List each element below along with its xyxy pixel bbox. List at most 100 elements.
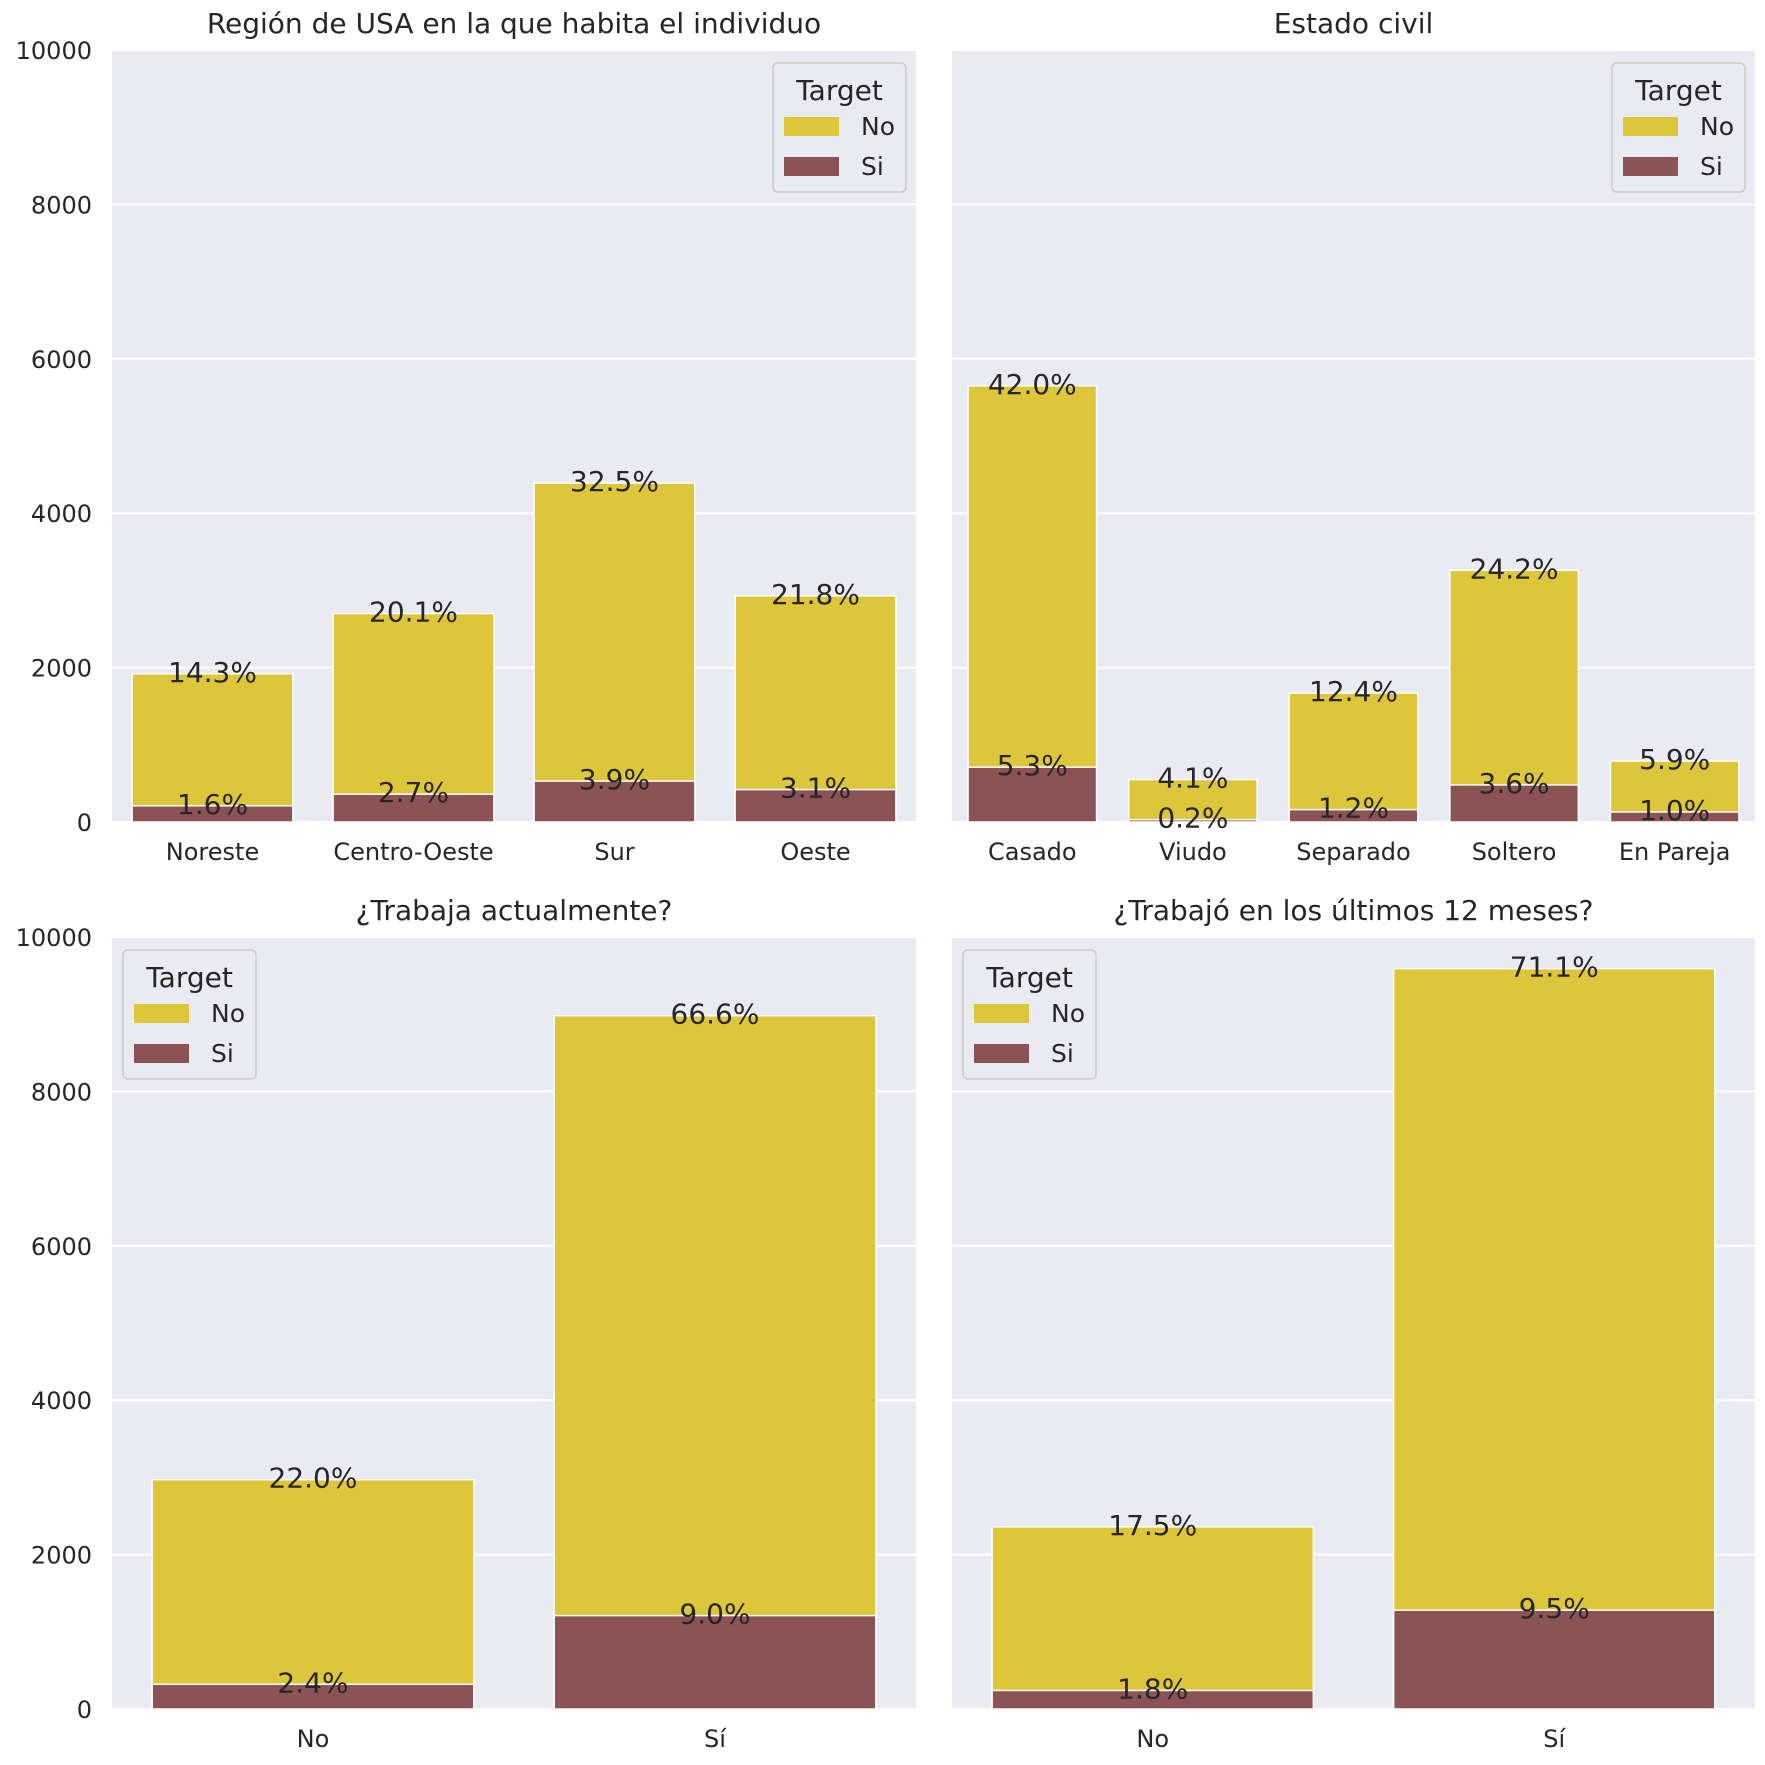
bar-no-soltero	[1449, 569, 1580, 823]
y-tick-label: 10000	[16, 924, 92, 952]
legend: Target No Si	[1611, 62, 1746, 193]
data-label-si-no: 2.4%	[277, 1666, 348, 1699]
panel-title: ¿Trabajó en los últimos 12 meses?	[1113, 894, 1593, 927]
x-tick-label: Noreste	[166, 838, 259, 866]
data-label-si-s: 9.5%	[1519, 1592, 1590, 1625]
x-tick-label: Sur	[594, 838, 634, 866]
y-tick-label: 2000	[31, 1542, 92, 1570]
legend-label-no: No	[211, 999, 245, 1028]
legend-label-no: No	[861, 112, 895, 141]
y-tick-label: 8000	[31, 191, 92, 219]
bar-no-noreste	[131, 673, 294, 823]
data-label-si-s: 9.0%	[679, 1598, 750, 1631]
y-tick-label: 6000	[31, 346, 92, 374]
bar-si-centro-oeste	[332, 793, 495, 823]
bar-no-no	[991, 1526, 1315, 1710]
chart-panel-1: 0 2000 4000 6000 8000 10000 14.3% 1.6% Noreste 20…	[16, 7, 916, 866]
bar-si-noreste	[131, 805, 294, 823]
legend-swatch-no	[134, 1004, 189, 1023]
y-tick-label: 0	[77, 809, 92, 837]
bar-no-separado	[1288, 692, 1419, 823]
legend-label-si: Si	[861, 152, 884, 181]
bar-si-casado	[967, 766, 1098, 823]
bar-si-oeste	[734, 788, 897, 823]
data-label-no-s: 66.6%	[671, 998, 760, 1031]
data-label-si-noreste: 1.6%	[177, 788, 248, 821]
bar-si-s	[1392, 1609, 1716, 1710]
bar-no-centro-oeste	[332, 612, 495, 823]
bar-no-no	[151, 1478, 475, 1710]
bar-si-s	[553, 1614, 877, 1710]
bar-si-sur	[533, 780, 696, 823]
legend-swatch-si	[134, 1044, 189, 1063]
legend-swatch-si	[974, 1044, 1029, 1063]
y-tick-label: 4000	[31, 1387, 92, 1415]
y-tick-label: 8000	[31, 1078, 92, 1106]
x-tick-label: Sí	[704, 1725, 727, 1753]
data-label-no-en-pareja: 5.9%	[1639, 743, 1710, 776]
legend-title: Target	[795, 74, 883, 107]
x-tick-label: Centro-Oeste	[333, 838, 493, 866]
data-label-no-noreste: 14.3%	[168, 656, 257, 689]
x-tick-label: Separado	[1296, 838, 1410, 866]
bar-no-viudo	[1127, 778, 1258, 823]
data-label-si-soltero: 3.6%	[1479, 767, 1550, 800]
data-label-no-casado: 42.0%	[988, 368, 1077, 401]
legend-label-si: Si	[211, 1039, 234, 1068]
data-label-si-viudo: 0.2%	[1157, 802, 1228, 835]
legend-title: Target	[1634, 74, 1722, 107]
bar-si-separado	[1288, 808, 1419, 823]
x-tick-label: Soltero	[1472, 838, 1557, 866]
x-tick-label: No	[297, 1725, 330, 1753]
bar-si-en-pareja	[1609, 811, 1740, 823]
bar-si-soltero	[1449, 784, 1580, 823]
panel-title: Región de USA en la que habita el indivi…	[207, 7, 821, 40]
data-label-no-sur: 32.5%	[570, 465, 659, 498]
x-tick-label: En Pareja	[1619, 838, 1731, 866]
data-label-no-separado: 12.4%	[1309, 675, 1398, 708]
bar-si-no	[151, 1683, 475, 1710]
data-label-si-no: 1.8%	[1117, 1672, 1188, 1705]
x-tick-label: Casado	[988, 838, 1077, 866]
legend-swatch-si	[1623, 157, 1678, 176]
chart-panel-3: 0 2000 4000 6000 8000 10000 22.0% 2.4% No 66.6% 9.…	[16, 894, 916, 1753]
chart-panel-2: 42.0% 5.3% Casado 4.1% 0.2% Viudo 12.4% 1.2% Sep…	[952, 7, 1755, 866]
bar-si-viudo	[1127, 818, 1258, 823]
bar-no-s	[1392, 967, 1716, 1710]
legend-label-si: Si	[1051, 1039, 1074, 1068]
bar-no-casado	[967, 385, 1098, 823]
x-tick-label: Viudo	[1159, 838, 1227, 866]
data-label-si-sur: 3.9%	[579, 763, 650, 796]
data-label-no-s: 71.1%	[1510, 951, 1599, 984]
legend-swatch-no	[974, 1004, 1029, 1023]
x-tick-label: No	[1136, 1725, 1169, 1753]
legend-title: Target	[985, 961, 1073, 994]
data-label-no-oeste: 21.8%	[771, 578, 860, 611]
y-tick-label: 2000	[31, 655, 92, 683]
x-tick-label: Oeste	[780, 838, 850, 866]
data-label-no-centro-oeste: 20.1%	[369, 596, 458, 629]
bar-no-sur	[533, 482, 696, 823]
legend-label-no: No	[1700, 112, 1734, 141]
legend-label-no: No	[1051, 999, 1085, 1028]
bar-no-s	[553, 1014, 877, 1710]
chart-panel-4: 17.5% 1.8% No 71.1% 9.5% Sí ¿Trabajó en los úl…	[952, 894, 1755, 1753]
legend: Target No Si	[122, 949, 257, 1080]
data-label-si-en-pareja: 1.0%	[1639, 794, 1710, 827]
data-label-no-no: 22.0%	[269, 1462, 358, 1495]
y-tick-label: 10000	[16, 37, 92, 65]
data-label-no-soltero: 24.2%	[1470, 552, 1559, 585]
panel-title: Estado civil	[1274, 7, 1434, 40]
y-tick-label: 6000	[31, 1233, 92, 1261]
legend-swatch-si	[784, 157, 839, 176]
y-tick-label: 4000	[31, 500, 92, 528]
data-label-si-oeste: 3.1%	[780, 772, 851, 805]
legend: Target No Si	[962, 949, 1097, 1080]
bar-si-no	[991, 1689, 1315, 1710]
y-tick-label: 0	[77, 1696, 92, 1724]
data-label-si-casado: 5.3%	[997, 749, 1068, 782]
data-label-no-no: 17.5%	[1108, 1509, 1197, 1542]
legend-label-si: Si	[1700, 152, 1723, 181]
x-tick-label: Sí	[1543, 1725, 1566, 1753]
